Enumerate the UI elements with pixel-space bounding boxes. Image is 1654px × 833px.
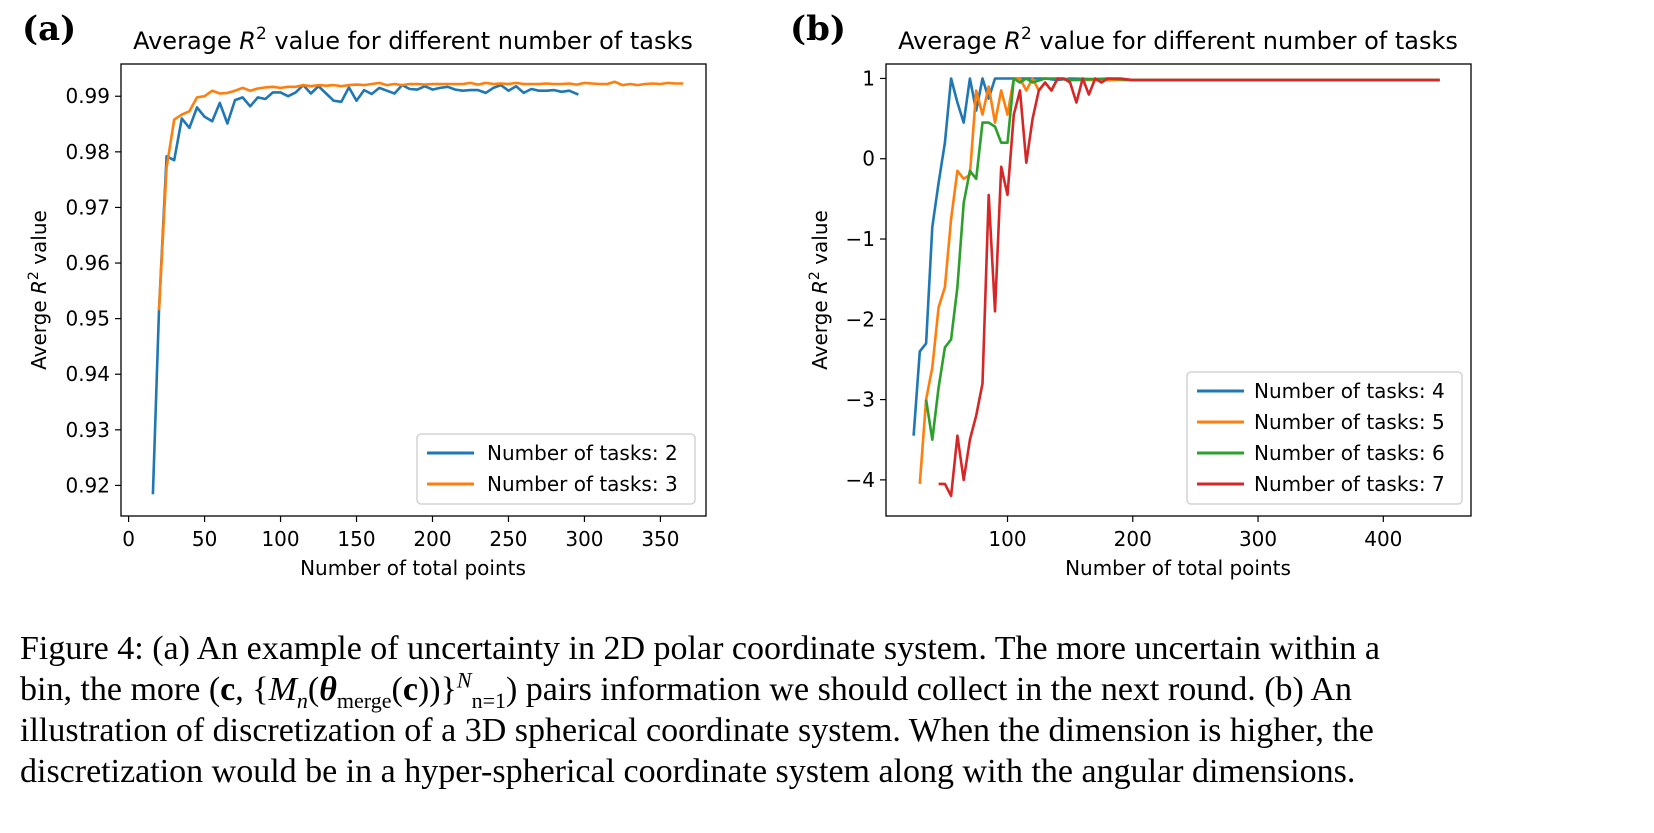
legend-a: Number of tasks: 2 Number of tasks: 3 bbox=[416, 433, 696, 505]
caption-line-4: discretization would be in a hyper-spher… bbox=[20, 753, 1356, 790]
panel-a: (a) Average R2 value for different numbe… bbox=[22, 9, 707, 580]
x-tick-label-a: 350 bbox=[641, 527, 679, 551]
legend-label-b-1: Number of tasks: 4 bbox=[1254, 379, 1445, 403]
series-line-b-4 bbox=[938, 77, 1440, 498]
legend-label-b-2: Number of tasks: 5 bbox=[1254, 410, 1445, 434]
panel-label-b: (b) bbox=[790, 9, 846, 49]
x-axis-b: 100 200 300 400 bbox=[988, 516, 1402, 551]
x-tick-label-b: 100 bbox=[988, 527, 1026, 551]
y-tick-label-a: 0.93 bbox=[65, 418, 110, 442]
legend-label-a-2: Number of tasks: 3 bbox=[487, 472, 678, 496]
y-tick-label-b: 1 bbox=[862, 66, 875, 90]
x-tick-label-a: 50 bbox=[192, 527, 217, 551]
x-axis-a: 0 50 100 150 200 250 300 350 bbox=[122, 516, 680, 551]
x-axis-label-a: Number of total points bbox=[300, 556, 526, 580]
y-axis-b: −4 −3 −2 −1 0 1 bbox=[846, 66, 886, 492]
y-tick-label-a: 0.97 bbox=[65, 195, 110, 219]
plot-area-b: 100 200 300 400 −4 −3 −2 −1 0 1 bbox=[846, 63, 1472, 551]
y-tick-label-b: 0 bbox=[862, 147, 875, 171]
figure-caption: Figure 4: (a) An example of uncertainty … bbox=[20, 628, 1640, 792]
caption-line-2: bin, the more (c, {Mn(θmerge(c))}Nn=1) p… bbox=[20, 667, 1353, 713]
series-line-a-2 bbox=[157, 80, 684, 311]
series-group-b bbox=[912, 77, 1440, 498]
y-tick-label-b: −2 bbox=[846, 307, 875, 331]
y-tick-label-b: −1 bbox=[846, 227, 875, 251]
x-tick-label-a: 250 bbox=[489, 527, 527, 551]
y-tick-label-a: 0.92 bbox=[65, 473, 110, 497]
caption-line-1: Figure 4: (a) An example of uncertainty … bbox=[20, 630, 1380, 667]
axes-frame-b bbox=[885, 63, 1472, 517]
y-tick-label-a: 0.96 bbox=[65, 251, 110, 275]
figure: (a) Average R2 value for different numbe… bbox=[22, 9, 1472, 580]
y-tick-label-b: −3 bbox=[846, 388, 875, 412]
y-tick-label-a: 0.99 bbox=[65, 84, 110, 108]
y-axis-label-a: Averge R2 value bbox=[26, 210, 51, 370]
caption-line-3: illustration of discretization of a 3D s… bbox=[20, 712, 1374, 749]
legend-box-a bbox=[416, 433, 696, 505]
x-tick-label-b: 200 bbox=[1114, 527, 1152, 551]
legend-box-b bbox=[1186, 371, 1463, 505]
panel-label-a: (a) bbox=[22, 9, 76, 49]
chart-title-a: Average R2 value for different number of… bbox=[133, 24, 693, 55]
x-tick-label-a: 0 bbox=[122, 527, 135, 551]
x-tick-label-a: 200 bbox=[413, 527, 451, 551]
y-tick-label-a: 0.95 bbox=[65, 307, 110, 331]
y-tick-label-b: −4 bbox=[846, 468, 875, 492]
series-line-a-1 bbox=[151, 83, 579, 495]
x-tick-label-a: 150 bbox=[337, 527, 375, 551]
legend-b: Number of tasks: 4 Number of tasks: 5 Nu… bbox=[1186, 371, 1463, 505]
legend-label-a-1: Number of tasks: 2 bbox=[487, 441, 678, 465]
series-group-a bbox=[151, 80, 684, 495]
y-tick-label-a: 0.98 bbox=[65, 140, 110, 164]
x-tick-label-b: 300 bbox=[1239, 527, 1277, 551]
legend-label-b-4: Number of tasks: 7 bbox=[1254, 472, 1445, 496]
legend-label-b-3: Number of tasks: 6 bbox=[1254, 441, 1445, 465]
panel-b: (b) Average R2 value for different numbe… bbox=[790, 9, 1472, 580]
axes-frame-a bbox=[120, 63, 707, 517]
x-tick-label-a: 300 bbox=[565, 527, 603, 551]
chart-title-b: Average R2 value for different number of… bbox=[898, 24, 1458, 55]
x-tick-label-a: 100 bbox=[261, 527, 299, 551]
y-axis-a: 0.92 0.93 0.94 0.95 0.96 0.97 0.98 0.99 bbox=[65, 84, 121, 497]
x-axis-label-b: Number of total points bbox=[1065, 556, 1291, 580]
x-tick-label-b: 400 bbox=[1364, 527, 1402, 551]
y-axis-label-b: Averge R2 value bbox=[807, 210, 832, 370]
y-tick-label-a: 0.94 bbox=[65, 362, 110, 386]
plot-area-a: 0 50 100 150 200 250 300 350 0.920.930.940.950.… bbox=[65, 63, 707, 551]
